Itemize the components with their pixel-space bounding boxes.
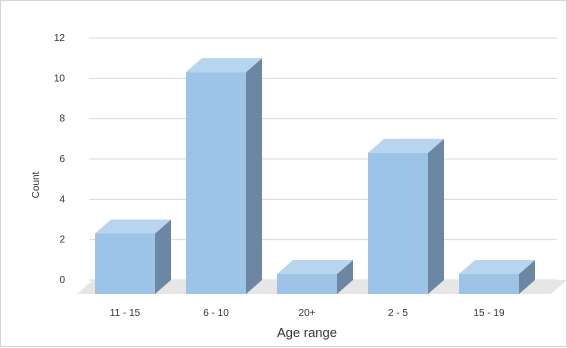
bar-top [368, 138, 444, 153]
bar-side [428, 138, 444, 294]
x-tick-label: 2 - 5 [388, 308, 408, 319]
y-tick-label: 4 [59, 194, 65, 205]
bar-front [95, 233, 155, 294]
y-tick-label: 6 [59, 154, 65, 165]
bar-top [277, 260, 353, 274]
bar-top [459, 260, 535, 274]
bar-side [337, 260, 353, 294]
y-axis-title: Count [31, 171, 42, 198]
bar-side [155, 219, 171, 294]
x-tick-label: 15 - 19 [473, 308, 505, 319]
bar-front [368, 152, 428, 294]
y-tick-label: 8 [59, 114, 65, 125]
bar-3 [277, 260, 353, 294]
bars [95, 58, 535, 295]
y-axis-ticks: 0 2 4 6 8 10 12 [54, 33, 66, 286]
x-tick-label: 11 - 15 [110, 308, 141, 319]
y-tick-label: 12 [54, 33, 66, 44]
x-tick-label: 6 - 10 [203, 308, 229, 319]
bar-front [186, 72, 246, 295]
bar-front [459, 274, 519, 294]
bar-2 [186, 58, 262, 295]
bar-side [519, 260, 535, 294]
bar-front [277, 274, 337, 294]
y-tick-label: 0 [59, 275, 65, 286]
bar-top [95, 219, 171, 234]
bar-top [186, 58, 262, 73]
y-tick-label: 2 [59, 235, 65, 246]
x-axis-ticks: 11 - 15 6 - 10 20+ 2 - 5 15 - 19 [110, 308, 505, 319]
bar-4 [368, 138, 444, 294]
y-tick-label: 10 [54, 73, 66, 84]
x-axis-title: Age range [277, 325, 337, 340]
x-tick-label: 20+ [299, 308, 316, 319]
bar-side [246, 58, 262, 294]
bar-1 [95, 219, 171, 294]
bar-5 [459, 260, 535, 294]
